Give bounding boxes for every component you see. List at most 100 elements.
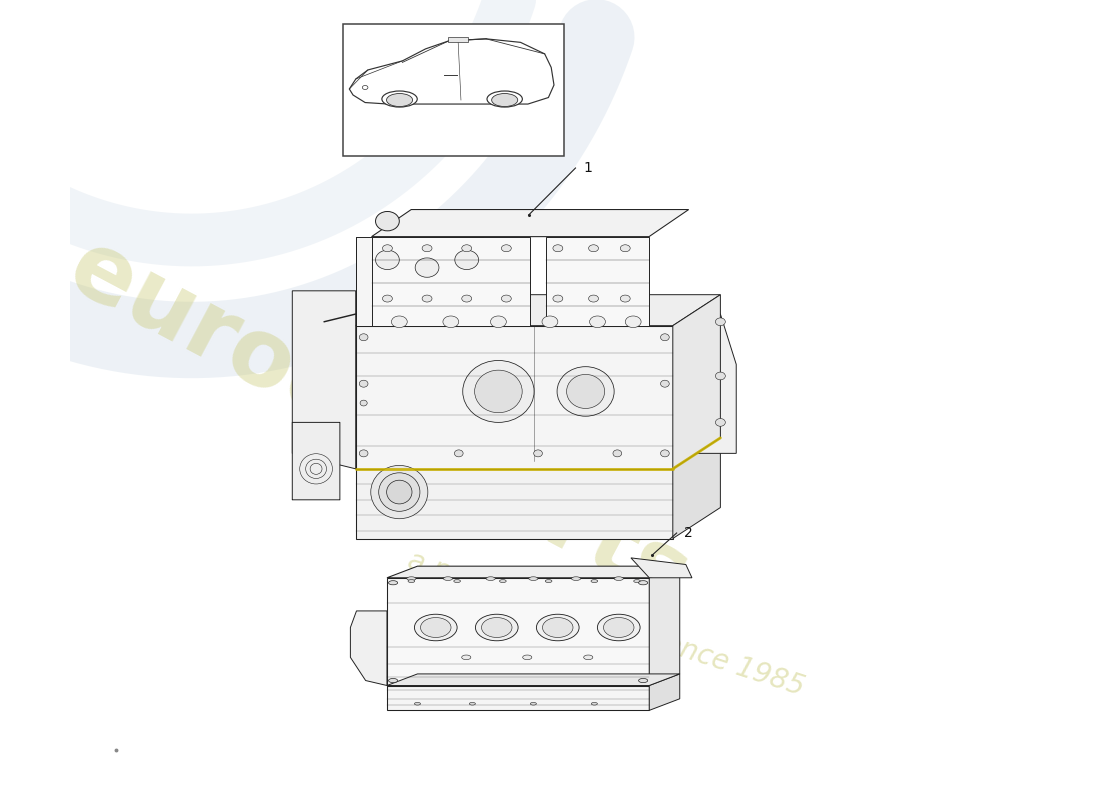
Ellipse shape bbox=[620, 245, 630, 252]
Ellipse shape bbox=[422, 295, 432, 302]
Ellipse shape bbox=[591, 579, 597, 582]
Text: 2: 2 bbox=[684, 526, 693, 540]
Ellipse shape bbox=[553, 295, 563, 302]
Ellipse shape bbox=[386, 480, 412, 504]
Ellipse shape bbox=[462, 245, 472, 252]
Ellipse shape bbox=[392, 316, 407, 327]
Ellipse shape bbox=[388, 678, 398, 682]
Ellipse shape bbox=[715, 318, 725, 326]
Polygon shape bbox=[631, 558, 692, 578]
Ellipse shape bbox=[360, 400, 367, 406]
Ellipse shape bbox=[371, 466, 428, 518]
Ellipse shape bbox=[620, 295, 630, 302]
Polygon shape bbox=[355, 326, 673, 469]
Ellipse shape bbox=[470, 702, 475, 705]
Ellipse shape bbox=[375, 211, 399, 231]
Ellipse shape bbox=[492, 94, 518, 106]
Ellipse shape bbox=[362, 86, 367, 90]
Ellipse shape bbox=[415, 258, 439, 278]
Text: a passion for excellence 1985: a passion for excellence 1985 bbox=[404, 546, 807, 702]
Ellipse shape bbox=[534, 450, 542, 457]
Ellipse shape bbox=[462, 295, 472, 302]
Ellipse shape bbox=[487, 91, 522, 107]
Ellipse shape bbox=[613, 450, 621, 457]
Polygon shape bbox=[387, 566, 680, 578]
Ellipse shape bbox=[443, 316, 459, 327]
Text: 1: 1 bbox=[583, 161, 592, 175]
Ellipse shape bbox=[604, 618, 634, 638]
Ellipse shape bbox=[486, 577, 495, 581]
Ellipse shape bbox=[454, 250, 478, 270]
Polygon shape bbox=[355, 469, 673, 538]
Ellipse shape bbox=[639, 678, 648, 682]
Ellipse shape bbox=[443, 577, 452, 581]
Ellipse shape bbox=[415, 702, 420, 705]
Ellipse shape bbox=[375, 250, 399, 270]
Ellipse shape bbox=[383, 295, 393, 302]
Ellipse shape bbox=[530, 702, 537, 705]
Ellipse shape bbox=[378, 473, 420, 511]
Ellipse shape bbox=[639, 581, 648, 585]
Ellipse shape bbox=[634, 579, 640, 582]
Ellipse shape bbox=[590, 316, 605, 327]
Ellipse shape bbox=[415, 614, 458, 641]
Ellipse shape bbox=[660, 380, 669, 387]
Polygon shape bbox=[351, 611, 387, 686]
Polygon shape bbox=[649, 674, 680, 710]
Ellipse shape bbox=[529, 577, 538, 581]
Polygon shape bbox=[372, 210, 689, 237]
Polygon shape bbox=[387, 686, 649, 710]
Ellipse shape bbox=[546, 579, 552, 582]
Ellipse shape bbox=[537, 614, 579, 641]
Polygon shape bbox=[355, 237, 483, 326]
Ellipse shape bbox=[474, 370, 522, 413]
Ellipse shape bbox=[360, 334, 368, 341]
Ellipse shape bbox=[420, 618, 451, 638]
Polygon shape bbox=[372, 237, 530, 326]
Polygon shape bbox=[355, 438, 720, 469]
Ellipse shape bbox=[566, 374, 605, 409]
Ellipse shape bbox=[660, 334, 669, 341]
Ellipse shape bbox=[625, 316, 641, 327]
Ellipse shape bbox=[557, 366, 614, 416]
Ellipse shape bbox=[502, 295, 512, 302]
Ellipse shape bbox=[572, 577, 581, 581]
Ellipse shape bbox=[597, 614, 640, 641]
FancyBboxPatch shape bbox=[293, 422, 340, 500]
Ellipse shape bbox=[614, 577, 624, 581]
Polygon shape bbox=[673, 294, 720, 469]
Ellipse shape bbox=[462, 655, 471, 660]
Ellipse shape bbox=[584, 655, 593, 660]
Ellipse shape bbox=[588, 245, 598, 252]
Ellipse shape bbox=[408, 579, 415, 582]
Ellipse shape bbox=[463, 361, 535, 422]
Polygon shape bbox=[649, 566, 680, 686]
Ellipse shape bbox=[382, 91, 417, 107]
Polygon shape bbox=[293, 291, 355, 469]
Ellipse shape bbox=[475, 614, 518, 641]
Ellipse shape bbox=[592, 702, 597, 705]
Ellipse shape bbox=[491, 316, 506, 327]
Polygon shape bbox=[355, 294, 720, 326]
Ellipse shape bbox=[502, 245, 512, 252]
Ellipse shape bbox=[553, 245, 563, 252]
Ellipse shape bbox=[407, 577, 416, 581]
Ellipse shape bbox=[386, 94, 412, 106]
Ellipse shape bbox=[360, 450, 368, 457]
Ellipse shape bbox=[383, 245, 393, 252]
Polygon shape bbox=[546, 237, 649, 326]
Ellipse shape bbox=[422, 245, 432, 252]
Ellipse shape bbox=[388, 581, 398, 585]
Ellipse shape bbox=[522, 655, 531, 660]
Ellipse shape bbox=[482, 618, 512, 638]
Polygon shape bbox=[673, 306, 736, 454]
Ellipse shape bbox=[360, 380, 368, 387]
Polygon shape bbox=[387, 674, 680, 686]
Ellipse shape bbox=[715, 418, 725, 426]
Bar bbox=[448, 38, 469, 42]
Polygon shape bbox=[350, 39, 554, 104]
Ellipse shape bbox=[660, 450, 669, 457]
Ellipse shape bbox=[715, 372, 725, 380]
Ellipse shape bbox=[454, 579, 461, 582]
Ellipse shape bbox=[542, 618, 573, 638]
